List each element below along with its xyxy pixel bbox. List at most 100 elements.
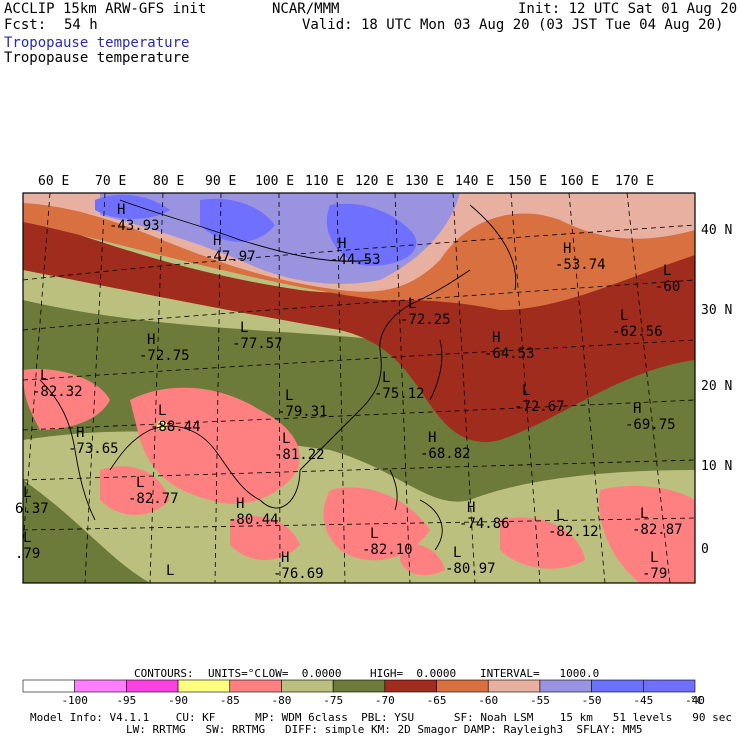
- extremum-marker: L-77.57: [232, 320, 283, 352]
- lat-label: 10 N: [701, 459, 732, 474]
- extremum-marker: H-76.69: [273, 550, 324, 582]
- colorbar-swatch: [332, 679, 386, 693]
- extremum-marker: L-82.12: [548, 508, 599, 540]
- coastlines: [39, 199, 517, 551]
- extremum-value: -79.31: [277, 404, 328, 420]
- extremum-kind: L: [408, 296, 416, 312]
- colorbar-label: -60: [478, 694, 498, 707]
- colorbar-label: -65: [427, 694, 447, 707]
- lon-label: 100 E: [255, 174, 294, 189]
- extremum-marker: L-75.12: [374, 370, 425, 402]
- extremum-value: -72.67: [514, 399, 565, 415]
- extremum-value: -80.44: [228, 512, 279, 528]
- contours-low: LOW= 0.0000: [262, 667, 342, 680]
- extremum-kind: L: [23, 485, 31, 501]
- colorbar-label: -45: [633, 694, 653, 707]
- extremum-marker: L-81.22: [274, 431, 325, 463]
- extremum-kind: H: [338, 236, 346, 252]
- field-title-2: Tropopause temperature: [4, 50, 190, 66]
- colorbar-swatch: [487, 679, 541, 693]
- colorbar-label: -40: [685, 694, 705, 707]
- extremum-marker: L-82.77: [128, 475, 179, 507]
- extremum-marker: L: [166, 563, 174, 579]
- extremum-kind: L: [620, 308, 628, 324]
- colorbar-label: -70: [375, 694, 395, 707]
- extremum-marker: H-44.53: [330, 236, 381, 268]
- extremum-kind: H: [492, 330, 500, 346]
- extremum-value: -43.93: [109, 218, 160, 234]
- lat-label: 30 N: [701, 303, 732, 318]
- colorbar-label: -100: [61, 694, 88, 707]
- institution: NCAR/MMM: [272, 1, 340, 17]
- extremum-kind: L: [166, 563, 174, 579]
- extremum-value: -82.12: [548, 524, 599, 540]
- lon-label: 110 E: [305, 174, 344, 189]
- contours-label: CONTOURS:: [134, 667, 194, 680]
- init-time: Init: 12 UTC Sat 01 Aug 20: [518, 1, 738, 17]
- extremum-marker: H-64.53: [484, 330, 535, 362]
- extremum-kind: H: [213, 233, 221, 249]
- extremum-value: -76.69: [273, 566, 324, 582]
- lat-label: 40 N: [701, 223, 732, 238]
- colorbar: -100 -95 -90 -85 -80 -75 -70 -65 -60 -55 -50 -45 -40…: [22, 679, 705, 707]
- extremum-kind: L: [650, 550, 658, 566]
- longitude-labels: 60 E 70 E 80 E 90 E 100 E 110 E 120 E 130 E 140 …: [38, 174, 654, 189]
- extremum-marker: H-68.82: [420, 430, 471, 462]
- lon-label: 60 E: [38, 174, 69, 189]
- extremum-value: -82.87: [632, 522, 683, 538]
- lat-label: 0: [701, 542, 709, 557]
- colorbar-swatch: [539, 679, 592, 693]
- extremum-kind: H: [236, 496, 244, 512]
- extremum-kind: H: [633, 401, 641, 417]
- extremum-marker: L.79: [15, 530, 40, 562]
- extremum-kind: L: [382, 370, 390, 386]
- colorbar-swatch: [436, 679, 489, 693]
- lon-label: 160 E: [560, 174, 599, 189]
- extremum-marker: L-82.87: [632, 506, 683, 538]
- extremum-value: -62.56: [612, 324, 663, 340]
- colorbar-label: -85: [220, 694, 240, 707]
- extremum-kind: L: [453, 545, 461, 561]
- extremum-marker: H-74.86: [459, 500, 510, 532]
- colorbar-swatch: [126, 679, 179, 693]
- extremum-value: -82.10: [362, 542, 413, 558]
- extremum-marker: H-69.75: [625, 401, 676, 433]
- colorbar-swatch: [22, 679, 75, 693]
- extremum-marker: H-53.74: [555, 241, 606, 273]
- extremum-kind: L: [640, 506, 648, 522]
- lon-label: 170 E: [615, 174, 654, 189]
- extremum-marker: L-60: [655, 263, 680, 295]
- model-info-line-1: Model Info: V4.1.1 CU: KF MP: WDM 6class…: [30, 711, 732, 724]
- extremum-marker: L-80.97: [445, 545, 496, 577]
- extremum-value: -82.77: [128, 491, 179, 507]
- colorbar-label: -50: [582, 694, 602, 707]
- extremum-kind: H: [147, 332, 155, 348]
- colorbar-label: -90: [168, 694, 188, 707]
- extremum-marker: L-62.56: [612, 308, 663, 340]
- extremum-kind: L: [663, 263, 671, 279]
- extremum-marker: L-82.10: [362, 526, 413, 558]
- lon-label: 140 E: [455, 174, 494, 189]
- extremum-marker: L-88.44: [150, 403, 201, 435]
- extremum-kind: H: [428, 430, 436, 446]
- extremum-value: -77.57: [232, 336, 283, 352]
- extremum-marker: L-82.32: [32, 368, 83, 400]
- extremum-kind: H: [117, 202, 125, 218]
- extremum-marker: L-72.25: [400, 296, 451, 328]
- forecast-value: 54 h: [64, 17, 98, 33]
- extremum-kind: L: [285, 388, 293, 404]
- lon-label: 90 E: [205, 174, 236, 189]
- lon-label: 120 E: [355, 174, 394, 189]
- extremum-value: 6.37: [15, 501, 49, 517]
- forecast-label: Fcst:: [4, 17, 47, 33]
- extremum-marker: L-79: [642, 550, 667, 582]
- extremum-kind: L: [40, 368, 48, 384]
- extremum-kind: L: [282, 431, 290, 447]
- extremum-value: -88.44: [150, 419, 201, 435]
- extremum-marker: H-73.65: [68, 425, 119, 457]
- extremum-kind: H: [281, 550, 289, 566]
- colorbar-label: -75: [323, 694, 343, 707]
- extremum-value: -82.32: [32, 384, 83, 400]
- lat-label: 20 N: [701, 379, 732, 394]
